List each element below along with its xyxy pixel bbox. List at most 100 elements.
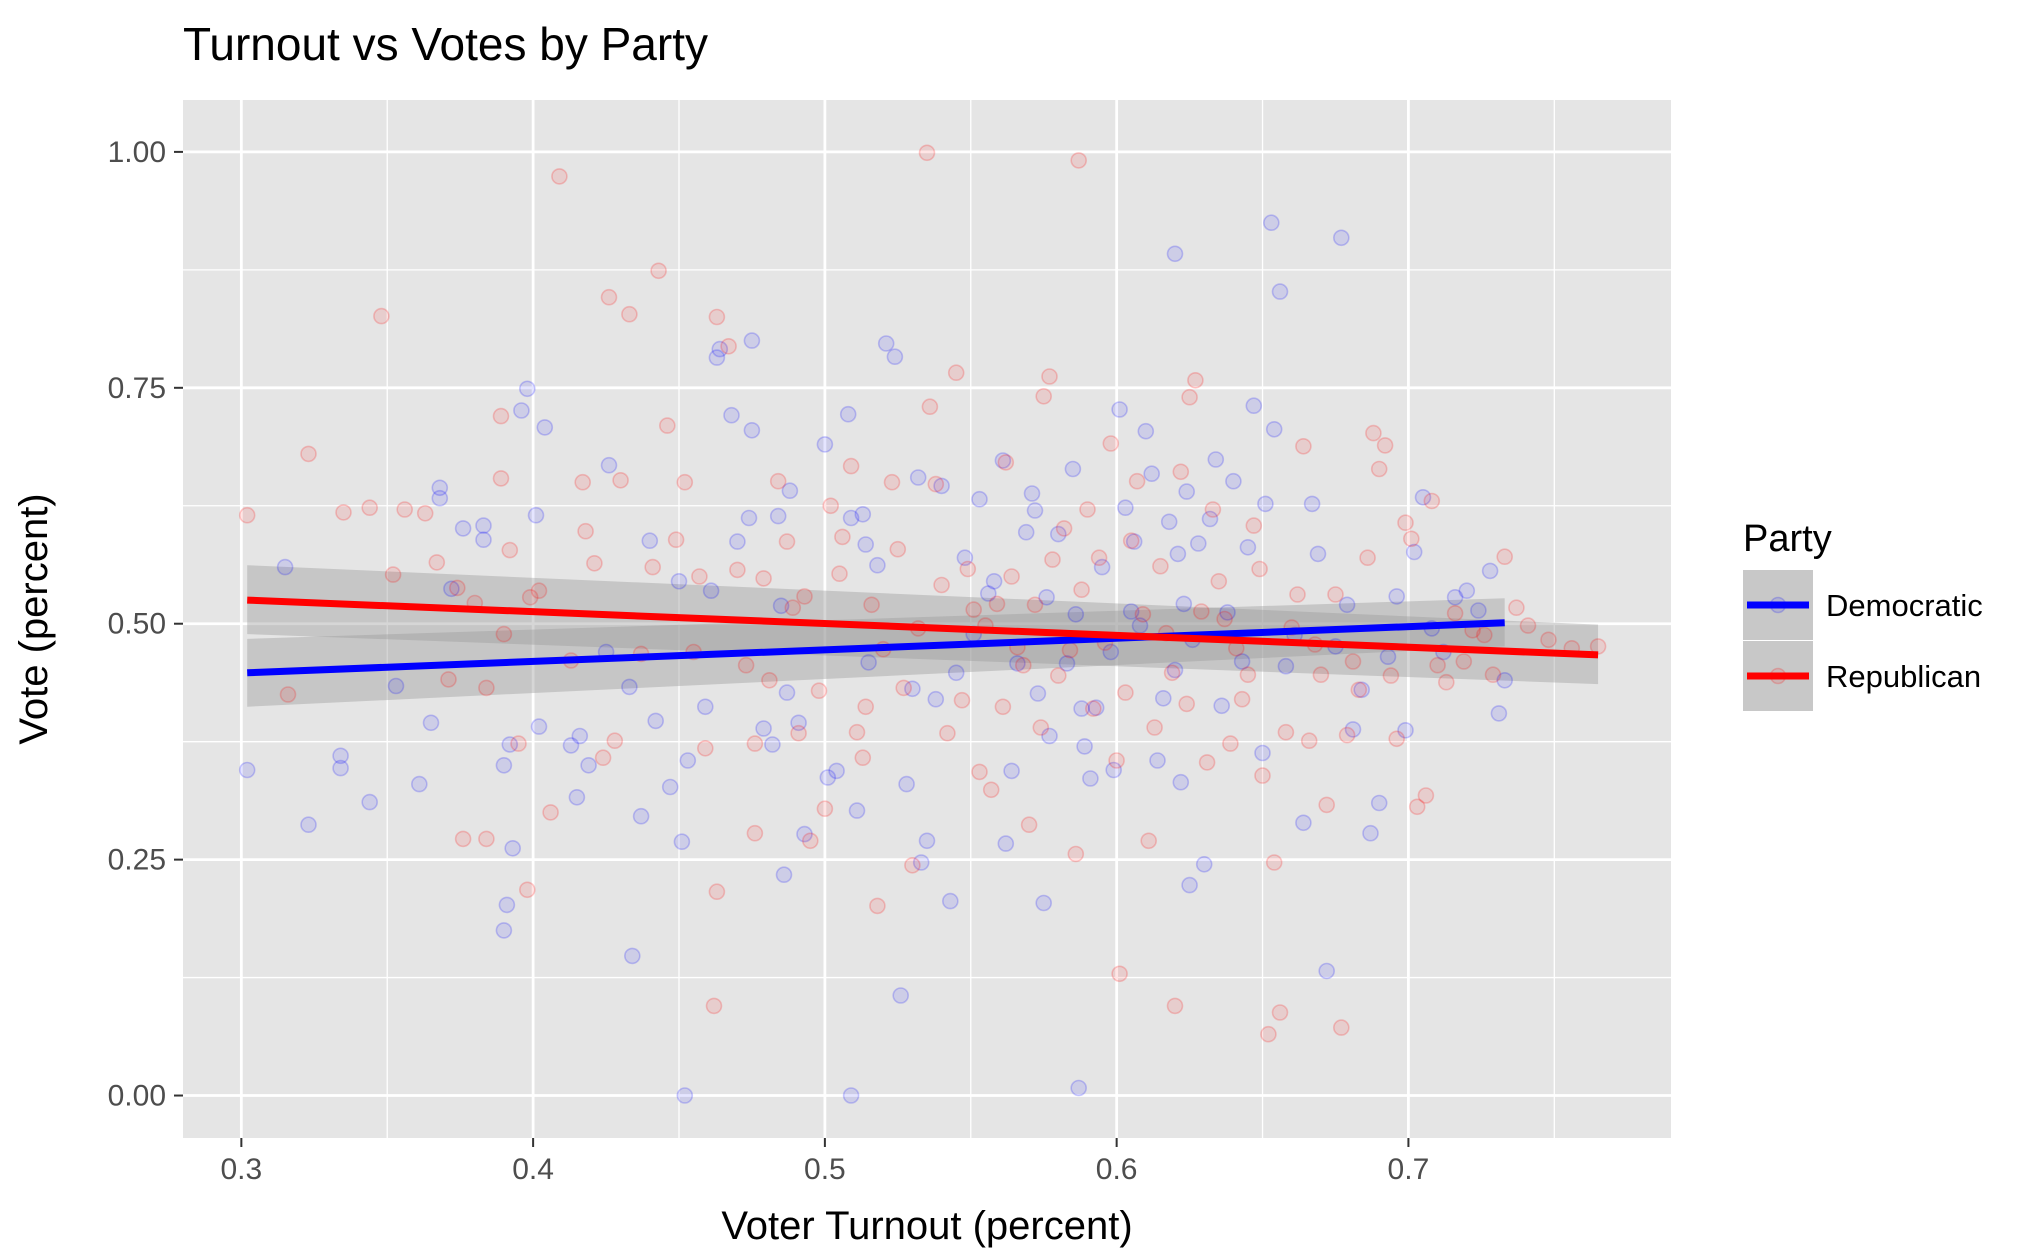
data-point-republican <box>1070 152 1087 169</box>
data-point-democratic <box>877 335 895 352</box>
data-point-democratic <box>1195 855 1213 873</box>
data-point-republican <box>831 565 848 583</box>
data-point-democratic <box>530 718 548 735</box>
data-point-republican <box>994 698 1012 716</box>
data-point-democratic <box>828 762 845 780</box>
data-point-republican <box>667 531 685 549</box>
data-point-republican <box>1365 424 1382 442</box>
data-point-republican <box>1020 816 1038 834</box>
data-point-republican <box>895 679 913 697</box>
data-point-republican <box>1300 732 1318 750</box>
data-point-democratic <box>1333 229 1350 247</box>
data-point-democratic <box>300 816 317 834</box>
y-tick-label: 0.50 <box>108 608 166 641</box>
data-point-republican <box>737 656 755 674</box>
plot-panel <box>183 100 1671 1138</box>
data-point-democratic <box>1041 727 1058 745</box>
data-point-republican <box>1233 690 1251 708</box>
data-point-democratic <box>1254 744 1271 762</box>
data-point-democratic <box>580 756 597 774</box>
data-point-democratic <box>729 533 746 550</box>
data-point-democratic <box>941 892 959 910</box>
data-point-republican <box>883 473 901 491</box>
data-point-republican <box>1251 560 1268 578</box>
data-point-republican <box>612 471 629 489</box>
data-point-republican <box>1134 605 1152 623</box>
data-point-democratic <box>1087 699 1105 717</box>
data-point-democratic <box>772 597 790 615</box>
data-point-democratic <box>431 489 449 507</box>
data-point-republican <box>1152 557 1169 575</box>
data-point-republican <box>1102 435 1120 452</box>
data-point-republican <box>1408 798 1426 816</box>
x-tick-label: 0.5 <box>804 1153 846 1186</box>
trend-lines <box>247 596 1599 677</box>
data-point-democratic <box>1003 762 1020 780</box>
data-point-democratic <box>933 477 950 495</box>
data-point-republican <box>927 475 945 493</box>
data-point-democratic <box>985 572 1003 590</box>
data-point-republican <box>1397 514 1414 532</box>
data-point-republican <box>746 735 764 752</box>
data-point-democratic <box>848 802 866 819</box>
data-point-republican <box>729 561 746 579</box>
data-point-republican <box>1050 667 1067 684</box>
data-point-democratic <box>276 558 294 576</box>
data-point-democratic <box>1233 653 1251 670</box>
data-point-democratic <box>1446 588 1464 606</box>
data-point-republican <box>834 528 851 546</box>
data-point-republican <box>1429 656 1446 674</box>
data-point-democratic <box>927 690 945 708</box>
data-point-democratic <box>1160 513 1178 531</box>
data-point-democratic <box>1213 697 1230 715</box>
data-point-republican <box>1193 603 1210 620</box>
data-point-republican <box>1198 754 1216 771</box>
data-point-democratic <box>869 556 886 574</box>
data-point-democratic <box>796 825 813 843</box>
data-point-democratic <box>1023 485 1041 502</box>
data-point-democratic <box>892 987 910 1004</box>
x-tick-label: 0.3 <box>220 1153 262 1186</box>
data-point-democratic <box>1190 535 1207 552</box>
data-point-democratic <box>1067 605 1085 623</box>
data-point-democratic <box>679 752 697 769</box>
data-point-republican <box>1446 604 1464 622</box>
data-point-republican <box>594 749 612 767</box>
chart-title: Turnout vs Votes by Party <box>183 18 708 70</box>
data-point-democratic <box>1225 472 1242 490</box>
data-point-democratic <box>647 712 665 730</box>
data-point-democratic <box>1388 588 1405 605</box>
data-point-democratic <box>1125 533 1143 550</box>
data-point-democratic <box>702 582 720 600</box>
x-axis-title: Voter Turnout (percent) <box>721 1204 1132 1248</box>
data-point-republican <box>1350 681 1368 699</box>
data-point-democratic <box>504 839 522 857</box>
data-point-democratic <box>495 756 513 774</box>
data-point-democratic <box>1082 770 1099 787</box>
data-point-republican <box>1370 460 1388 478</box>
data-point-democratic <box>431 479 449 497</box>
data-point-republican <box>1417 787 1435 804</box>
data-point-democratic <box>501 736 519 753</box>
data-point-democratic <box>1122 603 1140 620</box>
data-point-democratic <box>1117 499 1134 517</box>
data-point-republican <box>857 698 875 716</box>
legend-item-republican: Republican <box>1743 641 1981 711</box>
data-point-republican <box>1277 723 1295 741</box>
data-point-republican <box>1146 719 1163 736</box>
data-point-democratic <box>904 680 921 698</box>
data-point-republican <box>1181 388 1198 406</box>
data-point-democratic <box>1303 495 1321 513</box>
data-point-democratic <box>571 727 589 745</box>
data-point-democratic <box>1178 483 1195 500</box>
data-point-republican <box>691 568 708 585</box>
data-point-republican <box>863 596 880 614</box>
data-point-democratic <box>1353 681 1370 699</box>
x-tick-label: 0.6 <box>1096 1153 1138 1186</box>
data-point-republican <box>1044 551 1061 568</box>
data-point-republican <box>1032 719 1050 736</box>
data-point-republican <box>501 541 519 559</box>
data-point-republican <box>448 579 466 597</box>
data-point-republican <box>373 307 390 325</box>
data-point-republican <box>658 417 676 434</box>
